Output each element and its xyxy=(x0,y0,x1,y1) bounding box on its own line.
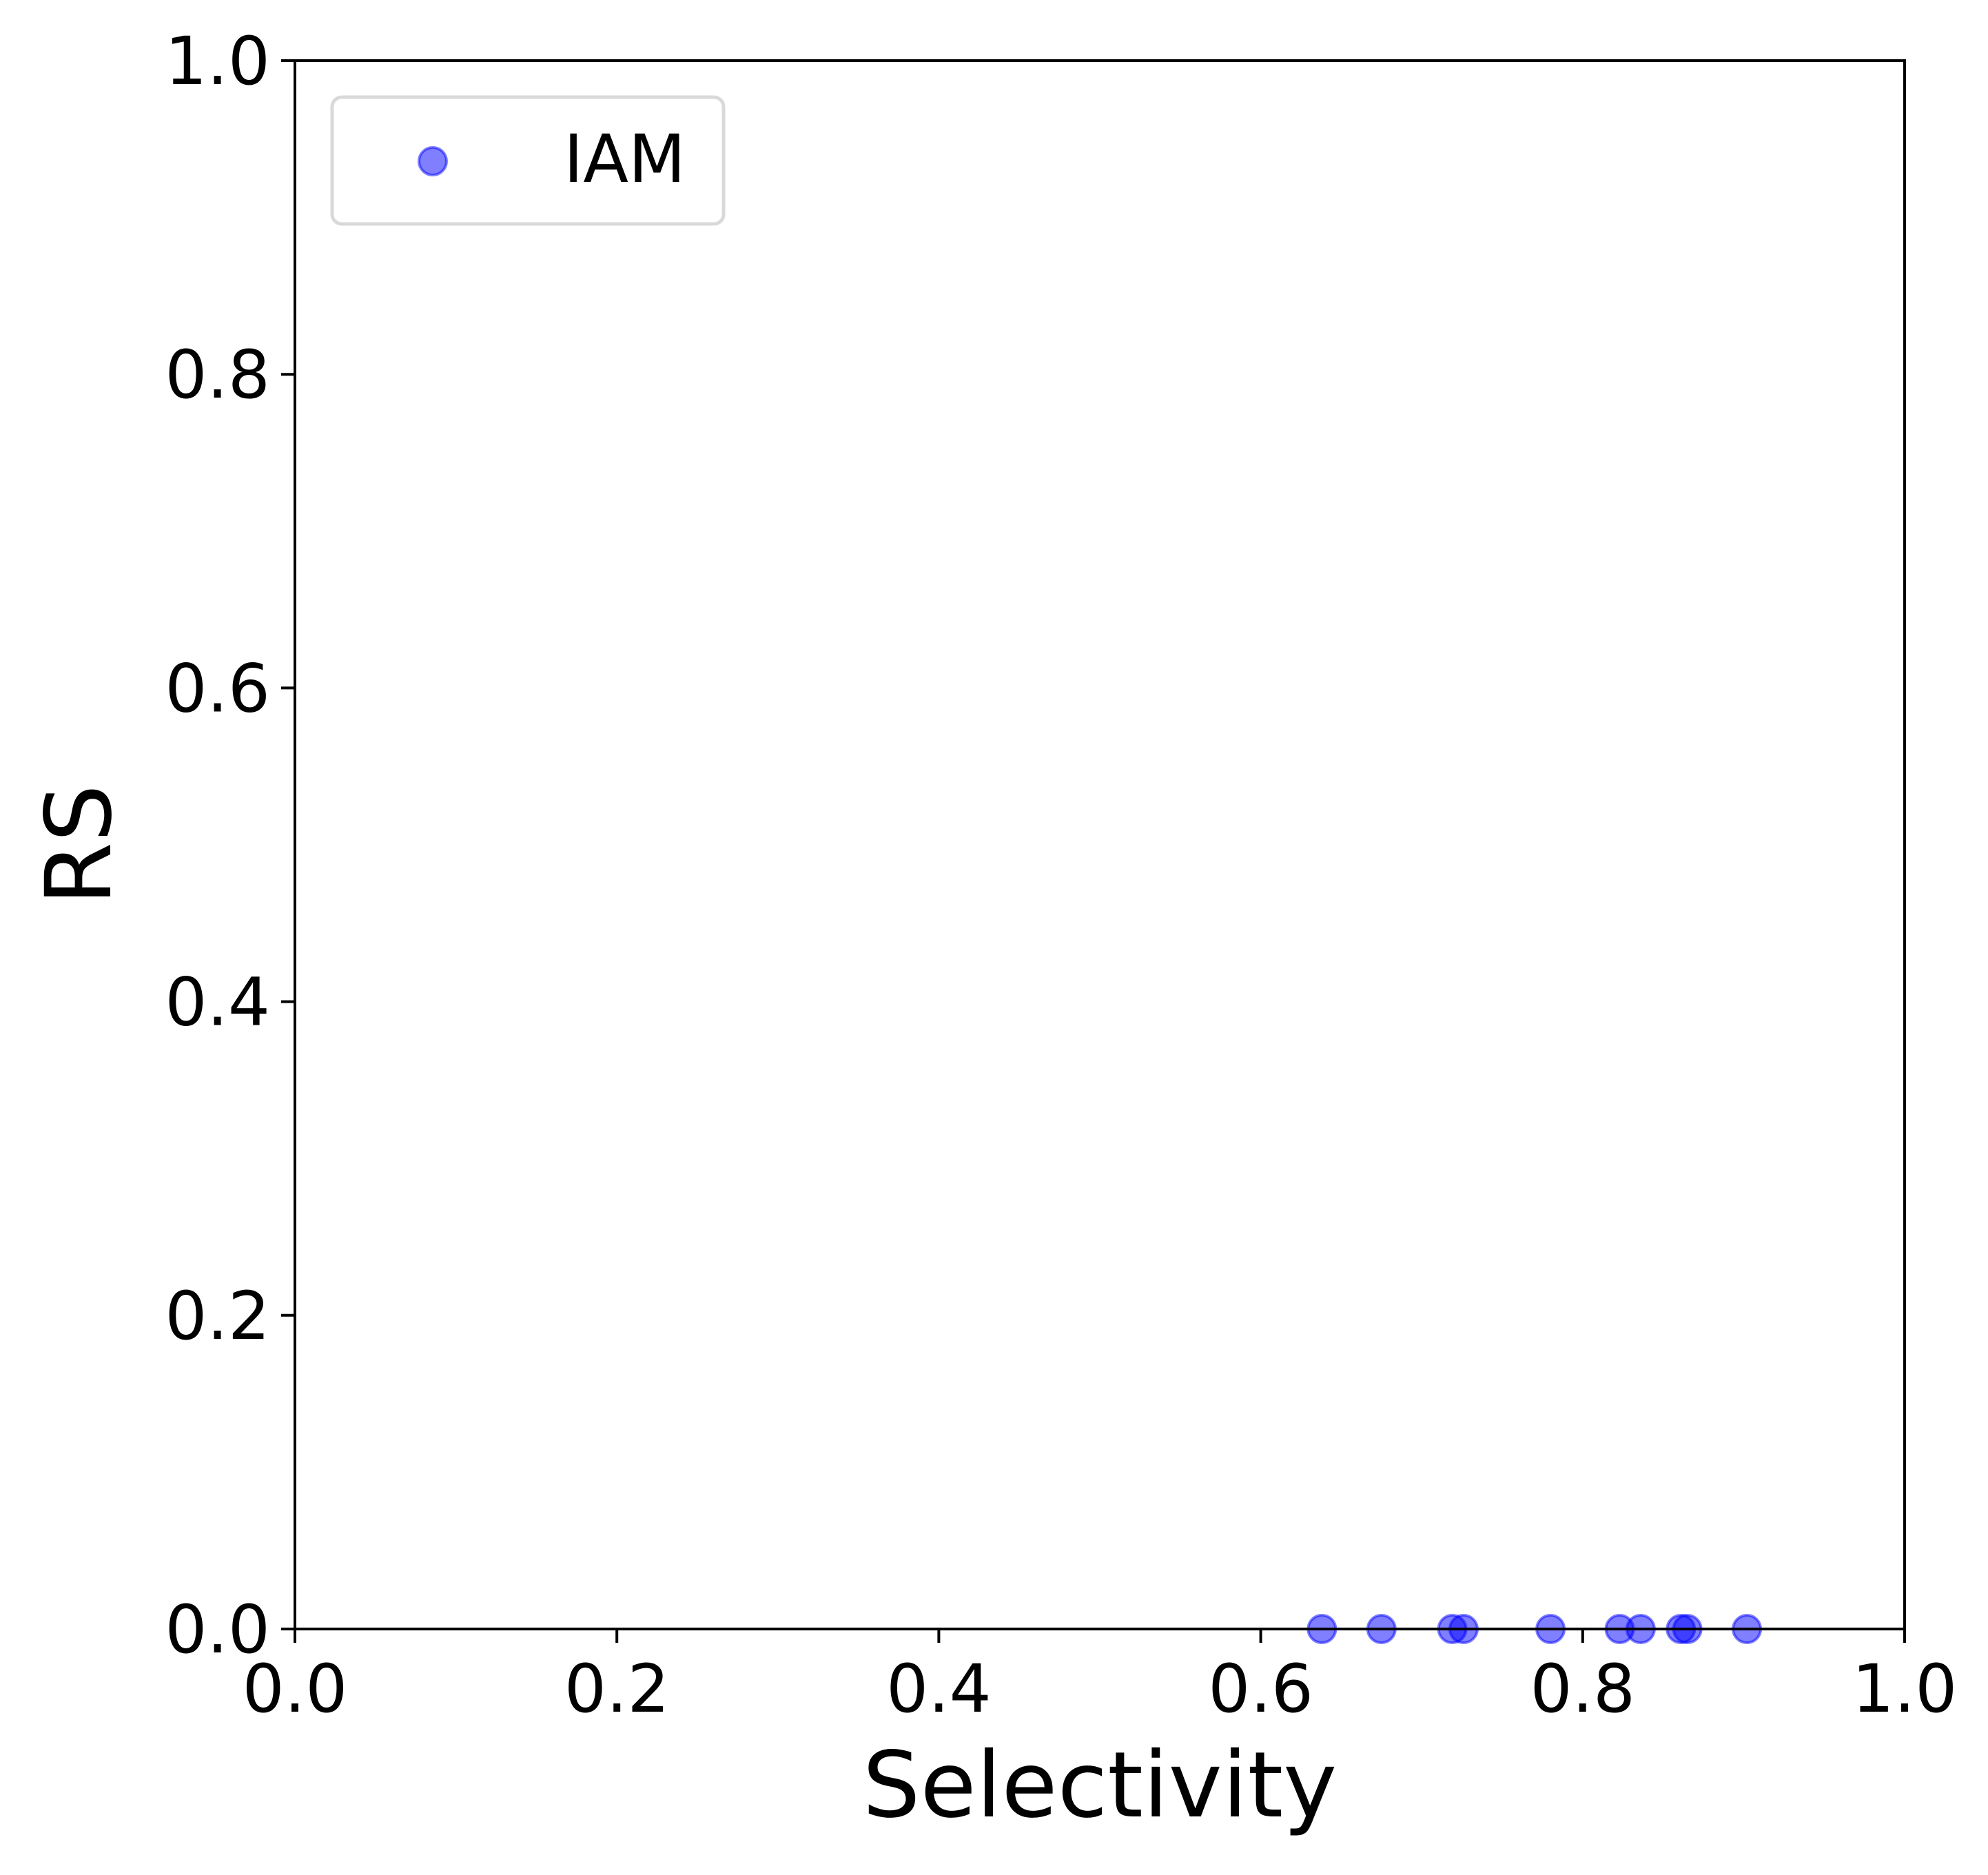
x-tick-label: 0.8 xyxy=(1530,1650,1635,1728)
y-tick-label: 0.6 xyxy=(165,650,270,727)
y-tick-label: 1.0 xyxy=(165,23,270,100)
legend: IAM xyxy=(330,95,726,226)
x-tick-label: 1.0 xyxy=(1852,1650,1958,1728)
y-tick-label: 0.8 xyxy=(165,336,270,413)
legend-label-iam: IAM xyxy=(564,121,686,198)
legend-marker-iam xyxy=(418,146,448,176)
x-tick-label: 0.4 xyxy=(886,1650,992,1728)
x-axis-label: Selectivity xyxy=(863,1732,1338,1838)
x-tick-label: 0.2 xyxy=(564,1650,670,1728)
y-axis-label: RS xyxy=(26,784,132,905)
y-axis-ticks: 0.0 0.2 0.4 0.6 0.8 1.0 xyxy=(165,23,295,1668)
x-tick-label: 0.6 xyxy=(1208,1650,1313,1728)
plot-frame xyxy=(294,59,1906,1630)
x-tick-label: 0.0 xyxy=(243,1650,348,1728)
y-tick-label: 0.0 xyxy=(165,1591,270,1668)
y-tick-label: 0.4 xyxy=(165,964,270,1041)
x-axis-ticks: 0.0 0.2 0.4 0.6 0.8 1.0 xyxy=(243,1629,1958,1728)
y-tick-label: 0.2 xyxy=(165,1278,270,1355)
legend-box xyxy=(330,95,726,226)
